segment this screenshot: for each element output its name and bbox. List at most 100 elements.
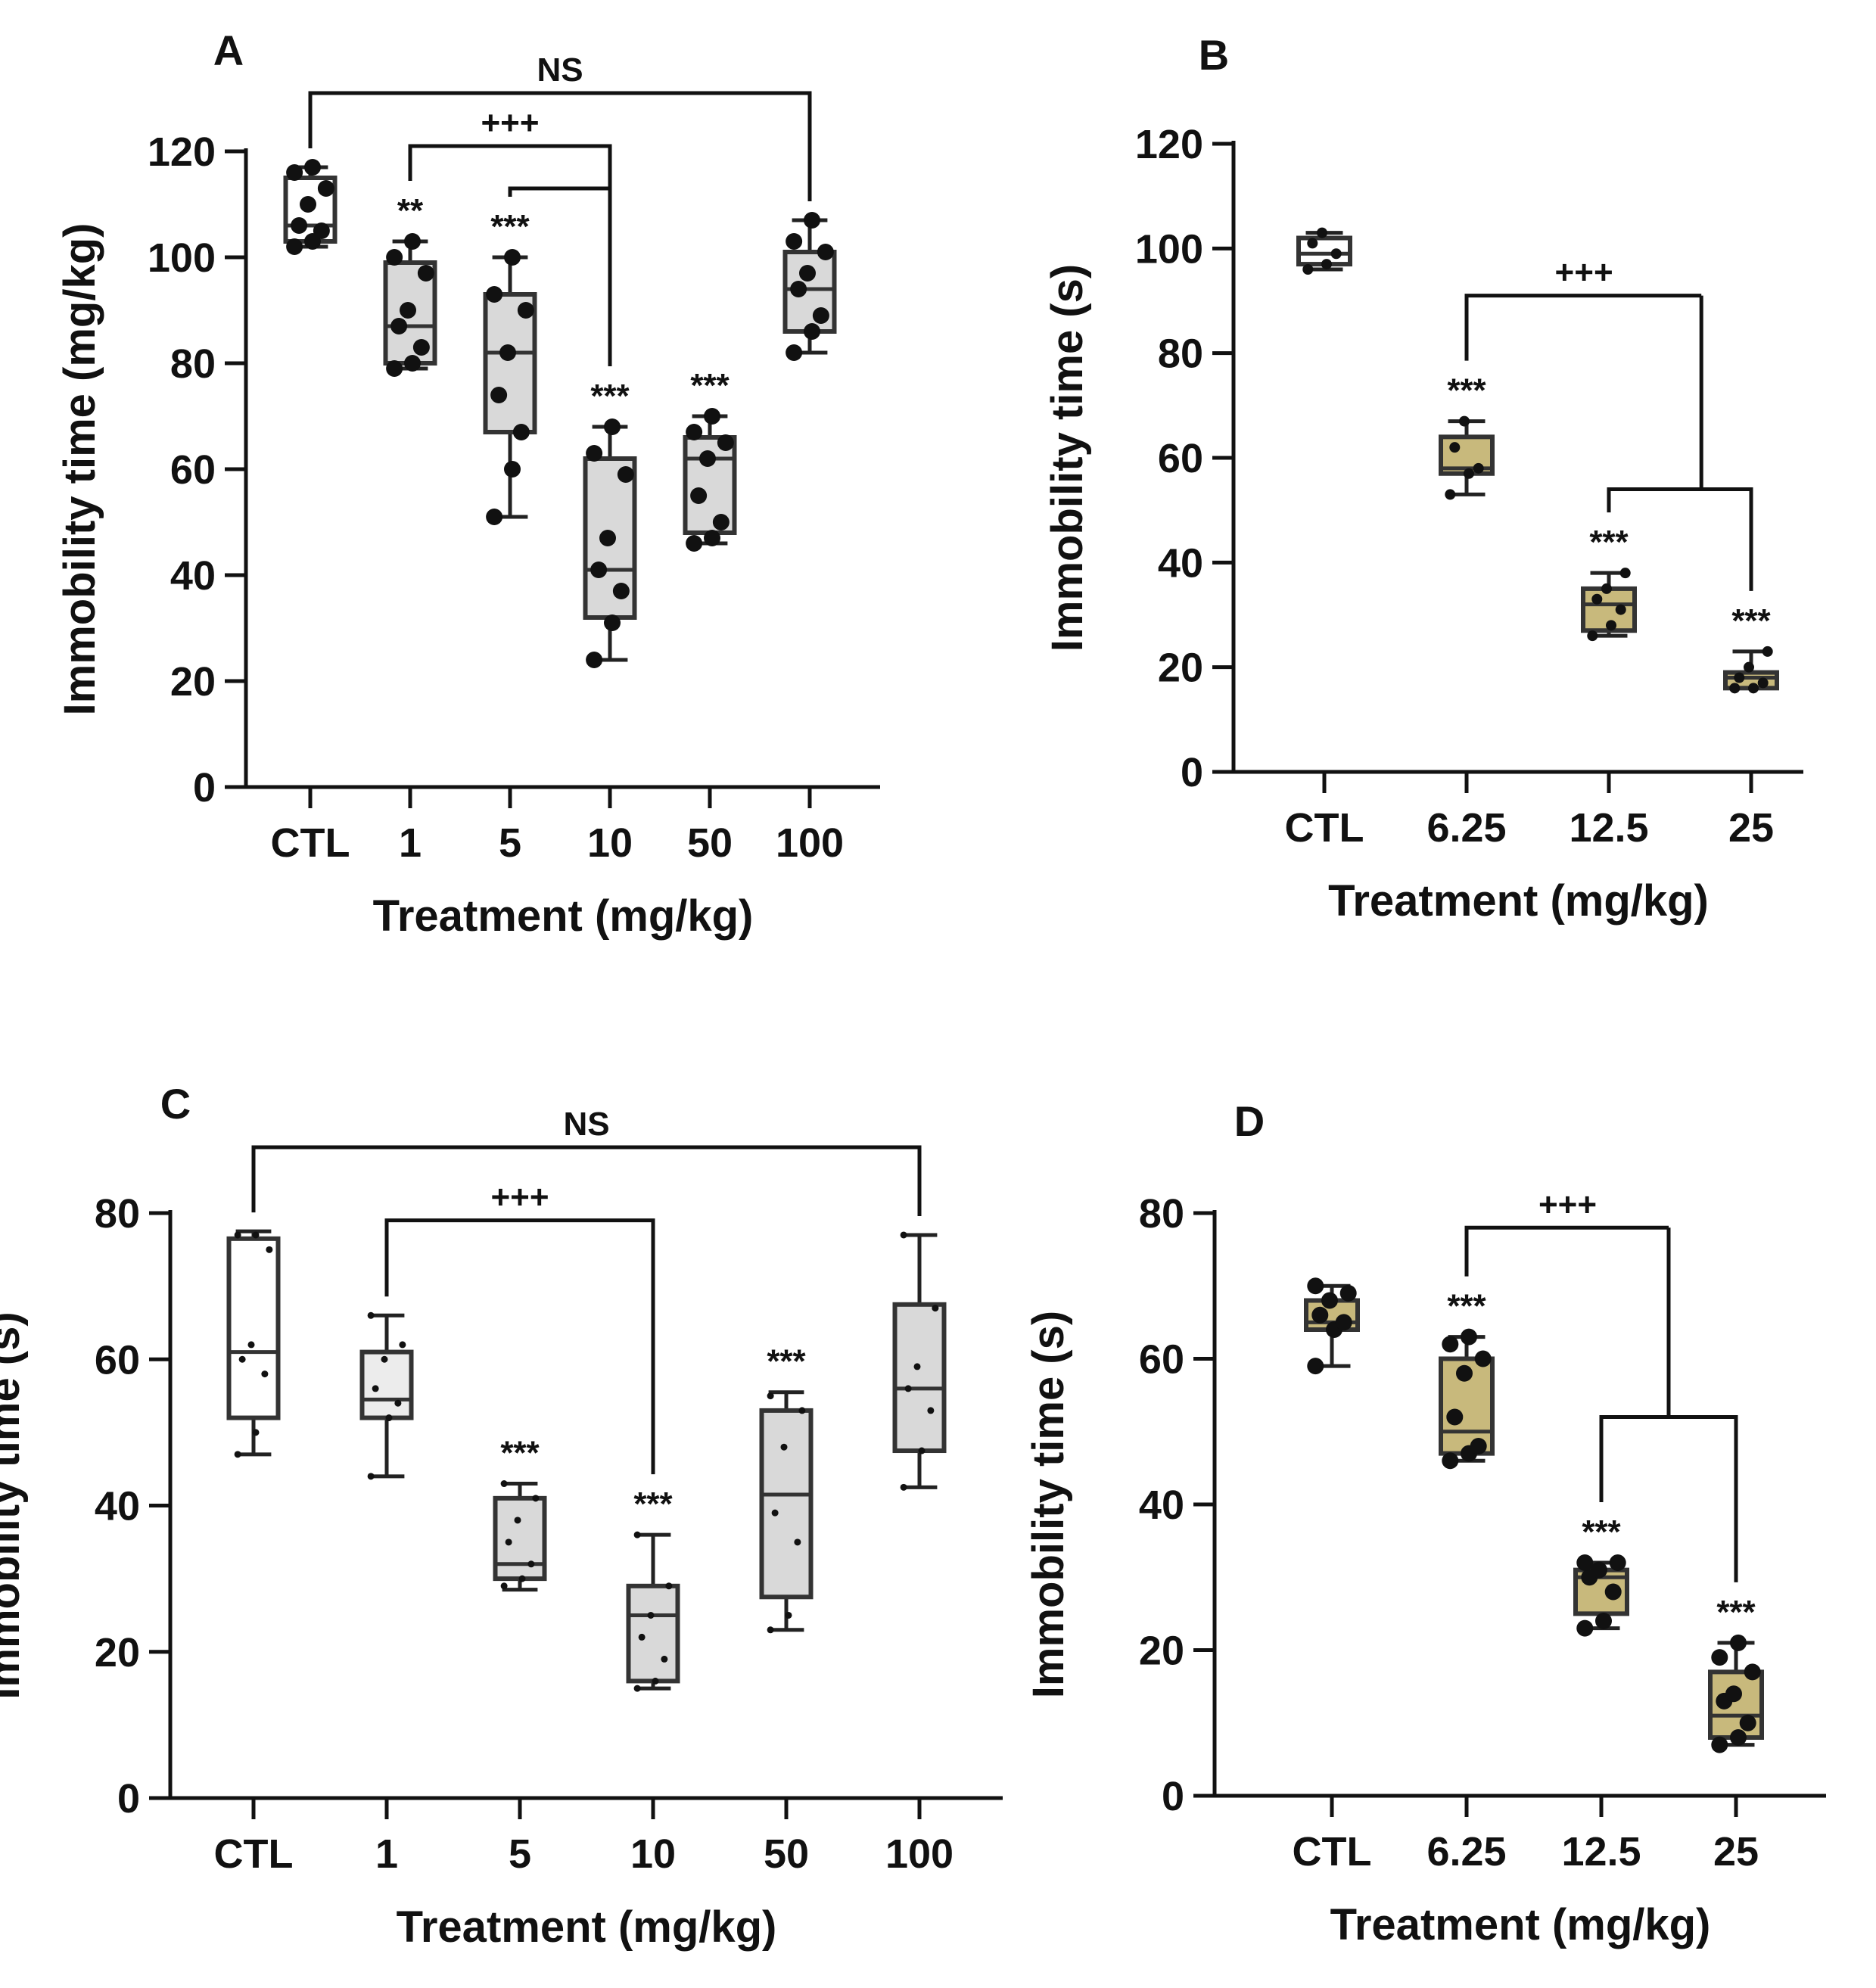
data-point	[1587, 630, 1598, 642]
significance-marker: ***	[590, 378, 630, 415]
data-point	[1446, 1408, 1464, 1426]
y-tick-label: 20	[1139, 1629, 1184, 1674]
data-point	[1744, 661, 1754, 673]
x-tick-label: 6.25	[1426, 1829, 1506, 1874]
box-25	[1723, 646, 1779, 694]
y-tick-label: 120	[1135, 122, 1203, 167]
x-tick-label: 100	[776, 820, 844, 866]
y-tick-label: 80	[95, 1191, 140, 1237]
x-tick-label: CTL	[271, 820, 350, 866]
data-point	[712, 514, 730, 530]
y-tick-label: 80	[1158, 331, 1203, 377]
data-point	[286, 238, 303, 255]
data-point	[932, 1305, 939, 1312]
data-point	[304, 159, 321, 176]
data-point	[404, 233, 421, 250]
data-point	[704, 408, 720, 425]
data-point	[504, 461, 521, 478]
data-point	[1461, 1328, 1477, 1346]
data-point	[500, 1480, 508, 1488]
data-point	[686, 424, 703, 440]
comparison-bracket	[1464, 1225, 1669, 1277]
data-point	[790, 281, 807, 297]
significance-marker: ***	[1447, 372, 1486, 409]
data-point	[794, 1538, 801, 1546]
data-point	[1604, 1583, 1622, 1601]
y-tick-label: 40	[95, 1484, 140, 1529]
x-tick-label: 12.5	[1569, 805, 1648, 851]
panel-letter: A	[213, 26, 244, 74]
box-1	[359, 1311, 414, 1480]
data-point	[1311, 1306, 1329, 1324]
data-point	[1609, 1554, 1626, 1571]
data-point	[652, 1677, 659, 1685]
data-point	[1725, 1685, 1742, 1703]
box-50	[683, 408, 737, 552]
data-point	[367, 1311, 375, 1319]
comparison-bracket	[251, 1145, 922, 1216]
box-CTL	[1296, 227, 1352, 275]
data-point	[381, 1355, 388, 1363]
x-axis-title: Treatment (mg/kg)	[1328, 876, 1709, 926]
panel-c: C 0 20 40 60 80 CTL 1 5 10 50 100 Treatment (mg/kg) I…	[0, 1080, 1003, 1952]
data-point	[238, 1355, 246, 1363]
comparison-bracket	[1464, 294, 1702, 361]
data-point	[532, 1495, 540, 1502]
significance-marker: ***	[690, 367, 730, 404]
box-5	[493, 1480, 547, 1592]
box-iqr	[359, 1349, 414, 1420]
data-point	[1744, 1663, 1761, 1681]
y-axis-title: Immobility time (s)	[1043, 264, 1092, 652]
x-tick-label: CTL	[1285, 805, 1364, 851]
data-point	[252, 1429, 260, 1436]
box-5	[483, 249, 537, 525]
data-point	[799, 265, 816, 282]
data-point	[686, 535, 703, 552]
data-point	[604, 614, 621, 631]
data-point	[286, 164, 303, 181]
data-point	[1601, 583, 1612, 594]
data-point	[1473, 462, 1484, 474]
box-iqr	[483, 292, 537, 434]
comparison-bracket	[1599, 1415, 1738, 1582]
y-axis-title: Immobility time (mg/kg)	[55, 223, 104, 716]
data-point	[234, 1231, 241, 1239]
data-point	[786, 344, 803, 361]
data-point	[247, 1341, 255, 1349]
data-point	[1302, 264, 1314, 275]
data-point	[690, 487, 708, 504]
box-6.25	[1439, 1328, 1495, 1470]
data-point	[704, 530, 720, 546]
data-point	[661, 1655, 668, 1663]
x-axis-title: Treatment (mg/kg)	[373, 891, 754, 941]
data-point	[1442, 1336, 1459, 1353]
data-point	[633, 1685, 641, 1692]
data-point	[1321, 1292, 1338, 1309]
box-12.5	[1573, 1554, 1629, 1637]
x-tick-label: 5	[499, 820, 521, 866]
data-point	[1474, 1350, 1492, 1367]
data-point	[1335, 1314, 1352, 1331]
x-tick-label: 50	[764, 1831, 809, 1877]
data-point	[918, 1447, 926, 1454]
data-point	[412, 339, 430, 356]
data-point	[1576, 1554, 1594, 1571]
box-10	[626, 1531, 680, 1692]
x-tick-label: CTL	[1293, 1829, 1372, 1874]
data-point	[1449, 442, 1461, 453]
significance-marker: ***	[633, 1486, 673, 1523]
data-point	[372, 1385, 379, 1392]
data-point	[798, 1407, 806, 1414]
data-point	[390, 318, 408, 334]
bracket-label: NS	[563, 1106, 609, 1143]
data-point	[647, 1611, 655, 1619]
panel-letter: B	[1199, 31, 1229, 79]
data-point	[717, 434, 734, 451]
data-point	[1711, 1649, 1728, 1666]
y-tick-label: 100	[148, 235, 216, 281]
y-tick-label: 100	[1135, 226, 1203, 272]
data-point	[266, 1246, 273, 1253]
y-tick-label: 120	[148, 129, 216, 175]
box-iqr	[493, 1495, 547, 1582]
